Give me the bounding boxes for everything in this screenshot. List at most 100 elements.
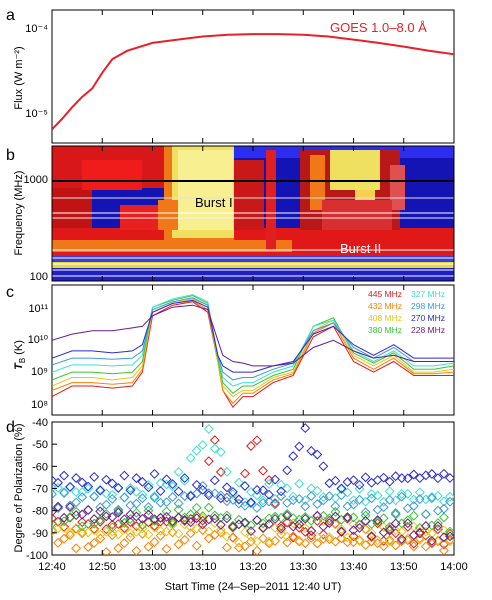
pol-point [276, 523, 287, 534]
pol-point [282, 465, 293, 476]
panel-a-frame [51, 9, 455, 144]
x-tick-label: 13:30 [289, 561, 317, 573]
pol-point [252, 536, 262, 547]
panel-c-ylabel: TB (K) [13, 340, 27, 370]
pol-point [354, 494, 365, 505]
pol-point [53, 482, 63, 493]
pol-point [306, 491, 317, 502]
pol-point [65, 481, 76, 492]
legend-item-327-mhz: 327 MHz [411, 289, 445, 299]
panel-d-ytick: -70 [32, 484, 48, 496]
pol-point [402, 533, 413, 544]
tb-line-408-mhz [52, 298, 454, 398]
pol-point [137, 476, 148, 487]
pol-point [221, 482, 232, 493]
pol-point [95, 506, 106, 517]
pol-point [71, 487, 82, 497]
pol-point [101, 511, 112, 522]
pol-point [396, 534, 407, 545]
pol-point [252, 490, 262, 501]
pol-point [125, 485, 136, 496]
panel-a-ylabel: Flux (W m⁻²) [13, 46, 25, 109]
pol-point [270, 474, 281, 485]
pol-point [372, 518, 383, 529]
pol-point [167, 492, 178, 502]
pol-point [432, 521, 443, 532]
pol-point [282, 531, 293, 542]
pol-point [384, 486, 395, 497]
x-tick-label: 12:40 [38, 561, 66, 573]
legend-item-298-mhz: 298 MHz [411, 301, 445, 311]
pol-point [83, 542, 94, 552]
x-tick-label: 13:50 [390, 561, 418, 573]
pol-point [270, 499, 281, 510]
pol-point [348, 475, 359, 486]
pol-point [318, 461, 329, 472]
pol-point [264, 536, 275, 547]
pol-point [390, 508, 401, 519]
pol-point [312, 485, 323, 496]
pol-point [318, 492, 329, 502]
pol-point [445, 536, 454, 547]
pol-point [276, 486, 287, 497]
pol-point [203, 514, 214, 525]
pol-point [270, 513, 281, 524]
pol-point [366, 528, 377, 538]
pol-point [71, 510, 82, 521]
pol-point [191, 479, 202, 490]
pol-point [221, 513, 232, 524]
pol-point [143, 509, 154, 520]
pol-point [432, 518, 443, 529]
x-tick-label: 14:00 [440, 561, 468, 573]
panel-a-ytick-1e-4: 10⁻⁴ [25, 23, 48, 35]
pol-point [101, 474, 112, 485]
pol-point [233, 537, 244, 548]
pol-point [408, 494, 419, 505]
pol-point [173, 486, 184, 497]
pol-point [101, 499, 112, 510]
pol-point [113, 504, 124, 515]
pol-point [149, 522, 160, 533]
tb-line-432-mhz [52, 300, 454, 404]
pol-point [414, 494, 425, 505]
pol-point [113, 543, 124, 554]
pol-point [233, 477, 244, 488]
brightness-temperature-lines [52, 294, 454, 409]
pol-point [209, 443, 220, 454]
pol-point [336, 526, 347, 537]
pol-point [203, 502, 214, 513]
pol-point [95, 514, 106, 525]
pol-point [143, 482, 154, 493]
pol-point [119, 492, 130, 503]
x-tick-label: 13:10 [189, 561, 217, 573]
pol-point [113, 529, 124, 540]
pol-point [312, 510, 323, 521]
pol-point [131, 545, 142, 555]
pol-point [408, 541, 419, 552]
pol-point [324, 518, 335, 528]
pol-point [390, 495, 401, 506]
pol-point [312, 531, 323, 542]
pol-point [191, 523, 202, 534]
pol-point [439, 496, 449, 507]
panel-c-ytick-1e8: 10⁸ [31, 399, 48, 411]
pol-point [445, 528, 454, 539]
panel-b-ytick-100: 100 [30, 271, 48, 283]
pol-point [432, 473, 443, 484]
pol-point [360, 472, 371, 483]
pol-point [185, 517, 196, 528]
burst-1-label: Burst I [195, 195, 233, 210]
pol-point [318, 521, 329, 532]
pol-point [408, 501, 419, 511]
pol-point [426, 493, 437, 504]
pol-point [89, 471, 100, 482]
pol-point [59, 488, 70, 498]
pol-point [439, 503, 449, 514]
pol-point [215, 467, 226, 477]
pol-point [342, 532, 353, 543]
pol-point [71, 473, 82, 483]
pol-point [167, 517, 178, 528]
pol-point [264, 479, 275, 489]
pol-point [52, 482, 57, 493]
